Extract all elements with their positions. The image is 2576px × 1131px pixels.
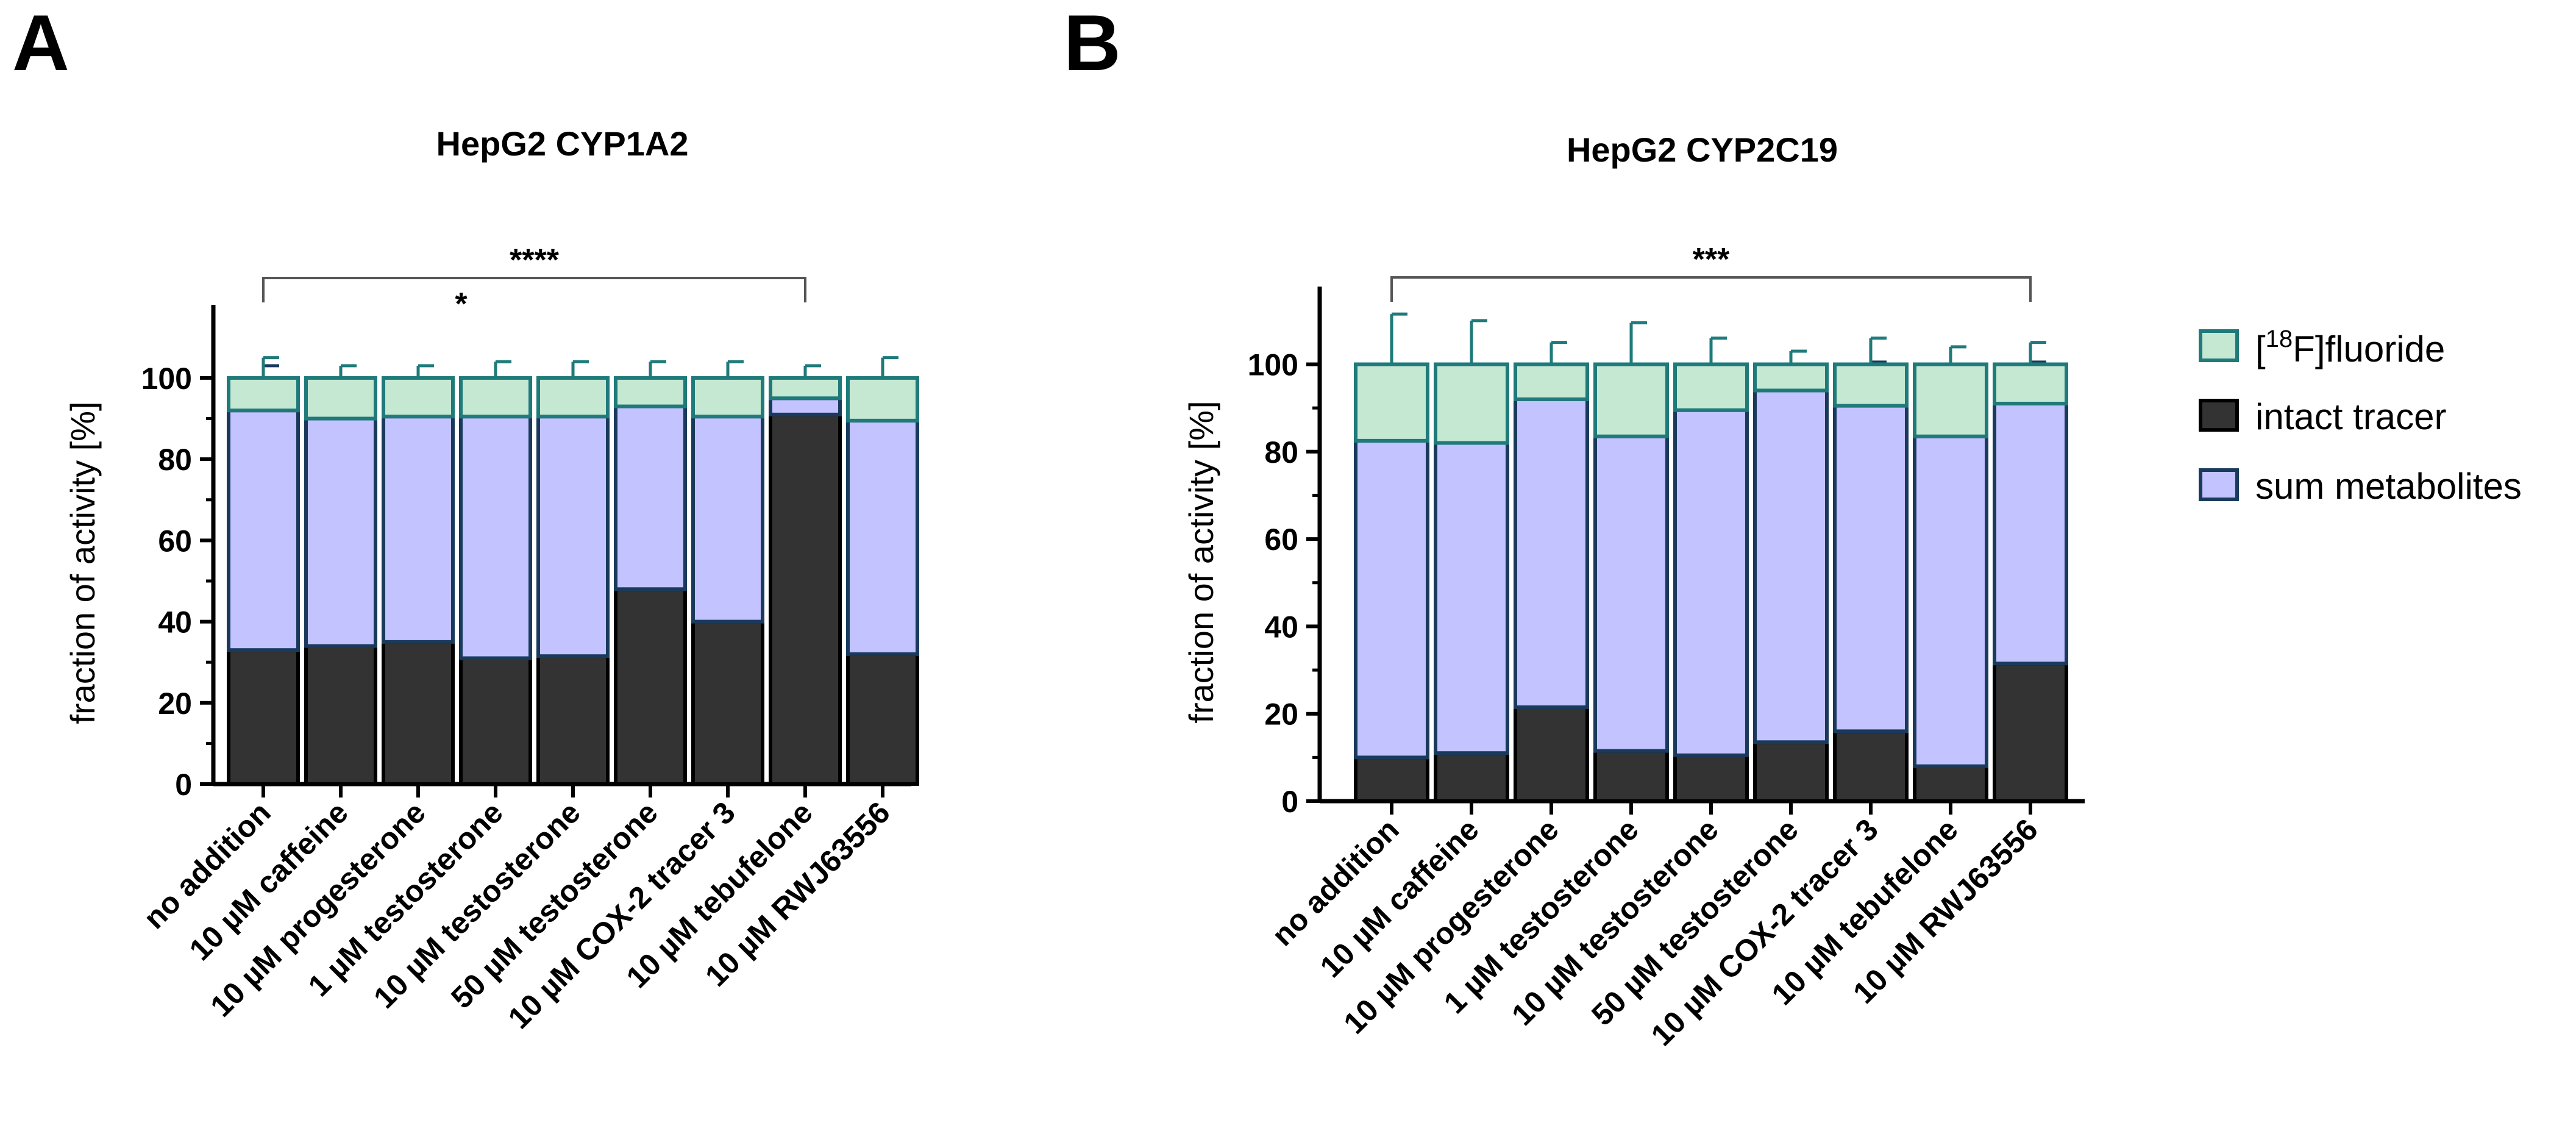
- bar-intact-tracer: [382, 640, 455, 786]
- bar-fluoride: [1753, 362, 1829, 393]
- chart-title: HepG2 CYP2C19: [1567, 130, 1838, 169]
- legend-swatch-fluoride: [2199, 329, 2239, 362]
- bar-fluoride: [1514, 362, 1589, 401]
- bar-sum-metabolites: [1354, 438, 1429, 760]
- y-axis-label: fraction of activity [%]: [1182, 401, 1220, 723]
- bar-intact-tracer: [846, 652, 919, 786]
- legend-label-intact-tracer: intact tracer: [2255, 396, 2446, 437]
- bar-fluoride: [382, 376, 455, 419]
- bar-intact-tracer: [1434, 751, 1509, 804]
- bar-sum-metabolites: [1833, 404, 1909, 733]
- bar-intact-tracer: [769, 412, 842, 786]
- bar-intact-tracer: [227, 648, 300, 786]
- bar-sum-metabolites: [846, 418, 919, 656]
- bar-intact-tracer: [1753, 740, 1829, 803]
- legend-swatch-intact-tracer: [2199, 399, 2239, 432]
- bar-sum-metabolites: [1673, 408, 1749, 757]
- significance-label: ****: [510, 243, 560, 278]
- chart-panel-a: HepG2 CYP1A2 0 20 40 60 80 100 fraction of acti…: [63, 124, 919, 1035]
- bar-sum-metabolites: [769, 396, 842, 416]
- y-tick-label: 20: [1264, 698, 1298, 732]
- bar-fluoride: [536, 376, 610, 419]
- bar-intact-tracer: [304, 644, 377, 786]
- y-tick-label: 0: [1281, 785, 1298, 819]
- y-tick-label: 80: [1264, 435, 1298, 469]
- bar-fluoride: [304, 376, 377, 421]
- y-tick-label: 100: [141, 362, 192, 396]
- y-tick-label: 0: [175, 768, 192, 802]
- y-tick-label: 60: [158, 524, 192, 558]
- bar-fluoride: [1434, 362, 1509, 445]
- panel-a-label: A: [12, 0, 69, 87]
- bar-sum-metabolites: [536, 415, 610, 658]
- significance-label-secondary: *: [455, 287, 468, 322]
- bar-intact-tracer: [1673, 753, 1749, 804]
- bar-fluoride: [1593, 362, 1669, 438]
- chart-panel-b: HepG2 CYP2C19 0 20 40 60 80 100 fraction of act…: [1182, 130, 2085, 1052]
- y-tick-label: 60: [1264, 523, 1298, 557]
- bar-intact-tracer: [1593, 749, 1669, 803]
- y-tick-label: 20: [158, 687, 192, 721]
- bar-sum-metabolites: [1434, 441, 1509, 755]
- y-tick-label: 40: [1264, 610, 1298, 644]
- bar-intact-tracer: [1514, 705, 1589, 804]
- bar-sum-metabolites: [1514, 397, 1589, 709]
- legend-label-fluoride: [18F]fluoride: [2255, 326, 2445, 369]
- legend-label-sum-metabolites: sum metabolites: [2255, 466, 2522, 507]
- bar-sum-metabolites: [1913, 434, 1988, 768]
- bar-fluoride: [846, 376, 919, 423]
- bar-fluoride: [769, 376, 842, 401]
- bar-sum-metabolites: [227, 409, 300, 652]
- bar-fluoride: [1913, 362, 1988, 438]
- bar-sum-metabolites: [459, 415, 532, 660]
- bar-fluoride: [691, 376, 764, 419]
- bar-sum-metabolites: [304, 416, 377, 648]
- bar-intact-tracer: [459, 656, 532, 787]
- bar-intact-tracer: [614, 587, 687, 786]
- bar-sum-metabolites: [1593, 434, 1669, 753]
- bar-sum-metabolites: [1753, 388, 1829, 744]
- bar-intact-tracer: [691, 619, 764, 787]
- bar-intact-tracer: [536, 654, 610, 787]
- bar-fluoride: [1354, 362, 1429, 443]
- significance-bracket: [1390, 276, 2032, 302]
- bar-intact-tracer: [1354, 755, 1429, 803]
- bar-fluoride: [1993, 362, 2068, 405]
- bar-fluoride: [1673, 362, 1749, 412]
- legend-swatch-sum-metabolites: [2199, 468, 2239, 501]
- bar-sum-metabolites: [614, 404, 687, 591]
- bar-intact-tracer: [1913, 764, 1988, 803]
- significance-label: ***: [1693, 242, 1730, 277]
- bar-intact-tracer: [1993, 662, 2068, 803]
- y-axis-label: fraction of activity [%]: [63, 401, 102, 724]
- bar-fluoride: [614, 376, 687, 409]
- y-tick-label: 80: [158, 443, 192, 477]
- chart-title: HepG2 CYP1A2: [436, 124, 689, 163]
- y-tick-label: 40: [158, 605, 192, 640]
- legend: [18F]fluoride intact tracer sum metaboli…: [2199, 326, 2522, 507]
- bar-fluoride: [1833, 362, 1909, 408]
- bar-fluoride: [459, 376, 532, 419]
- significance-bracket: [262, 277, 806, 302]
- y-tick-label: 100: [1248, 348, 1298, 382]
- bar-fluoride: [227, 376, 300, 413]
- bar-sum-metabolites: [382, 415, 455, 644]
- bar-sum-metabolites: [1993, 401, 2068, 666]
- bar-intact-tracer: [1833, 729, 1909, 804]
- bar-sum-metabolites: [691, 415, 764, 624]
- panel-b-label: B: [1064, 0, 1121, 87]
